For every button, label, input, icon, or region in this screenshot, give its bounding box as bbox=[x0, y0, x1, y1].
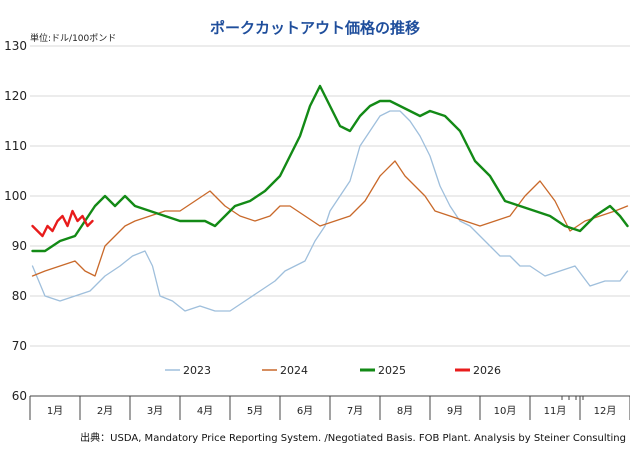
y-tick-label: 70 bbox=[12, 339, 27, 353]
y-tick-label: 90 bbox=[12, 239, 27, 253]
legend-label-2024: 2024 bbox=[280, 364, 308, 377]
x-tick-label: 10月 bbox=[494, 405, 517, 417]
x-tick-label: 4月 bbox=[197, 405, 213, 417]
x-tick-label: 2月 bbox=[97, 405, 113, 417]
y-tick-label: 100 bbox=[4, 189, 27, 203]
series-line-2023 bbox=[31, 110, 629, 312]
y-tick-label: 120 bbox=[4, 89, 27, 103]
chart-title: ポークカットアウト価格の推移 bbox=[210, 19, 420, 37]
y-tick-label: 80 bbox=[12, 289, 27, 303]
x-tick-label: 1月 bbox=[47, 405, 63, 417]
y-gridlines bbox=[30, 45, 630, 397]
series-group bbox=[31, 84, 629, 312]
legend-label-2023: 2023 bbox=[183, 364, 211, 377]
series-line-2026 bbox=[31, 209, 94, 238]
x-tick-label: 3月 bbox=[147, 405, 163, 417]
legend: 2023 2024 2025 2026 bbox=[165, 364, 501, 377]
x-axis: 1月 2月 3月 4月 5月 6月 7月 8月 9月 10月 11月 12月 bbox=[29, 395, 630, 420]
x-tick-label: 8月 bbox=[397, 405, 413, 417]
legend-label-2026: 2026 bbox=[473, 364, 501, 377]
source-note: 出典：USDA, Mandatory Price Reporting Syste… bbox=[80, 431, 626, 444]
x-tick-label: 12月 bbox=[594, 405, 617, 417]
series-line-2024 bbox=[31, 160, 629, 277]
legend-label-2025: 2025 bbox=[378, 364, 406, 377]
y-tick-label: 110 bbox=[4, 139, 27, 153]
y-axis: 60 70 80 90 100 110 120 130 bbox=[4, 39, 27, 403]
y-tick-label: 130 bbox=[4, 39, 27, 53]
x-tick-label: 9月 bbox=[447, 405, 463, 417]
x-tick-label: 6月 bbox=[297, 405, 313, 417]
series-line-2025 bbox=[31, 84, 629, 253]
x-tick-label: 5月 bbox=[247, 405, 263, 417]
x-tick-label: 7月 bbox=[347, 405, 363, 417]
x-tick-label: 11月 bbox=[544, 405, 567, 417]
unit-label: 単位:ドル/100ポンド bbox=[30, 32, 116, 44]
y-tick-label: 60 bbox=[12, 389, 27, 403]
